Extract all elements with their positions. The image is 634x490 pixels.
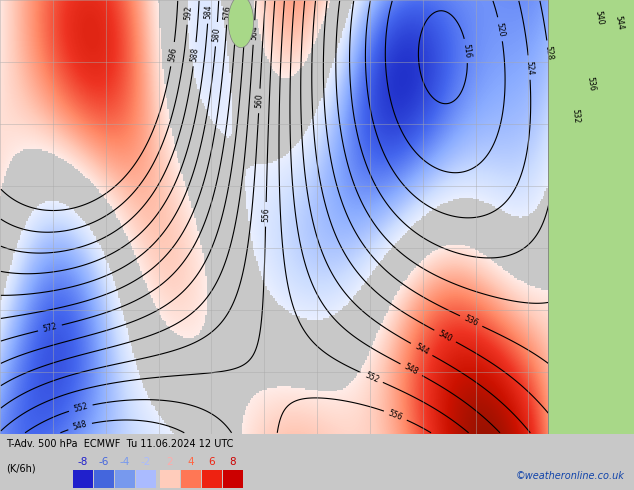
Text: 6: 6 (209, 458, 215, 467)
Text: 528: 528 (543, 45, 553, 60)
Text: 568: 568 (241, 3, 251, 18)
Text: 560: 560 (254, 94, 264, 108)
Text: 544: 544 (413, 342, 430, 357)
Text: 548: 548 (72, 420, 88, 432)
Text: 580: 580 (211, 26, 221, 42)
Text: 516: 516 (461, 43, 472, 59)
Text: 572: 572 (42, 322, 58, 334)
Text: 552: 552 (363, 370, 380, 385)
Text: 520: 520 (495, 21, 506, 37)
Text: (K/6h): (K/6h) (6, 464, 36, 474)
Text: -6: -6 (99, 458, 109, 467)
Text: 8: 8 (230, 458, 236, 467)
Text: 584: 584 (204, 4, 214, 19)
Text: 536: 536 (463, 314, 480, 328)
Text: 524: 524 (524, 60, 534, 75)
Text: 536: 536 (586, 76, 597, 92)
Text: 548: 548 (403, 362, 420, 377)
Text: 552: 552 (72, 402, 89, 414)
Text: 540: 540 (593, 9, 605, 25)
Text: 556: 556 (387, 409, 404, 422)
Text: 596: 596 (167, 47, 178, 62)
Bar (548, 0, 634, 434)
Text: 2: 2 (167, 458, 173, 467)
Bar (202, 470, 222, 488)
Text: 4: 4 (188, 458, 194, 467)
Text: 544: 544 (613, 15, 625, 30)
Ellipse shape (228, 0, 254, 48)
Text: 556: 556 (261, 207, 271, 222)
Text: 540: 540 (437, 329, 454, 343)
Text: 588: 588 (190, 47, 200, 62)
Text: 532: 532 (570, 108, 580, 123)
Bar (136, 470, 156, 488)
Text: -8: -8 (78, 458, 88, 467)
Bar (181, 470, 201, 488)
Bar (160, 470, 180, 488)
Text: 576: 576 (223, 5, 233, 20)
Text: 564: 564 (249, 25, 259, 40)
Text: T-Adv. 500 hPa  ECMWF  Tu 11.06.2024 12 UTC: T-Adv. 500 hPa ECMWF Tu 11.06.2024 12 UT… (6, 439, 234, 449)
Bar (223, 470, 243, 488)
Bar (115, 470, 135, 488)
Bar (94, 470, 114, 488)
Text: 592: 592 (183, 5, 193, 20)
Text: -2: -2 (141, 458, 151, 467)
Text: ©weatheronline.co.uk: ©weatheronline.co.uk (515, 471, 624, 481)
Text: -4: -4 (120, 458, 130, 467)
Bar (73, 470, 93, 488)
Polygon shape (548, 0, 634, 368)
